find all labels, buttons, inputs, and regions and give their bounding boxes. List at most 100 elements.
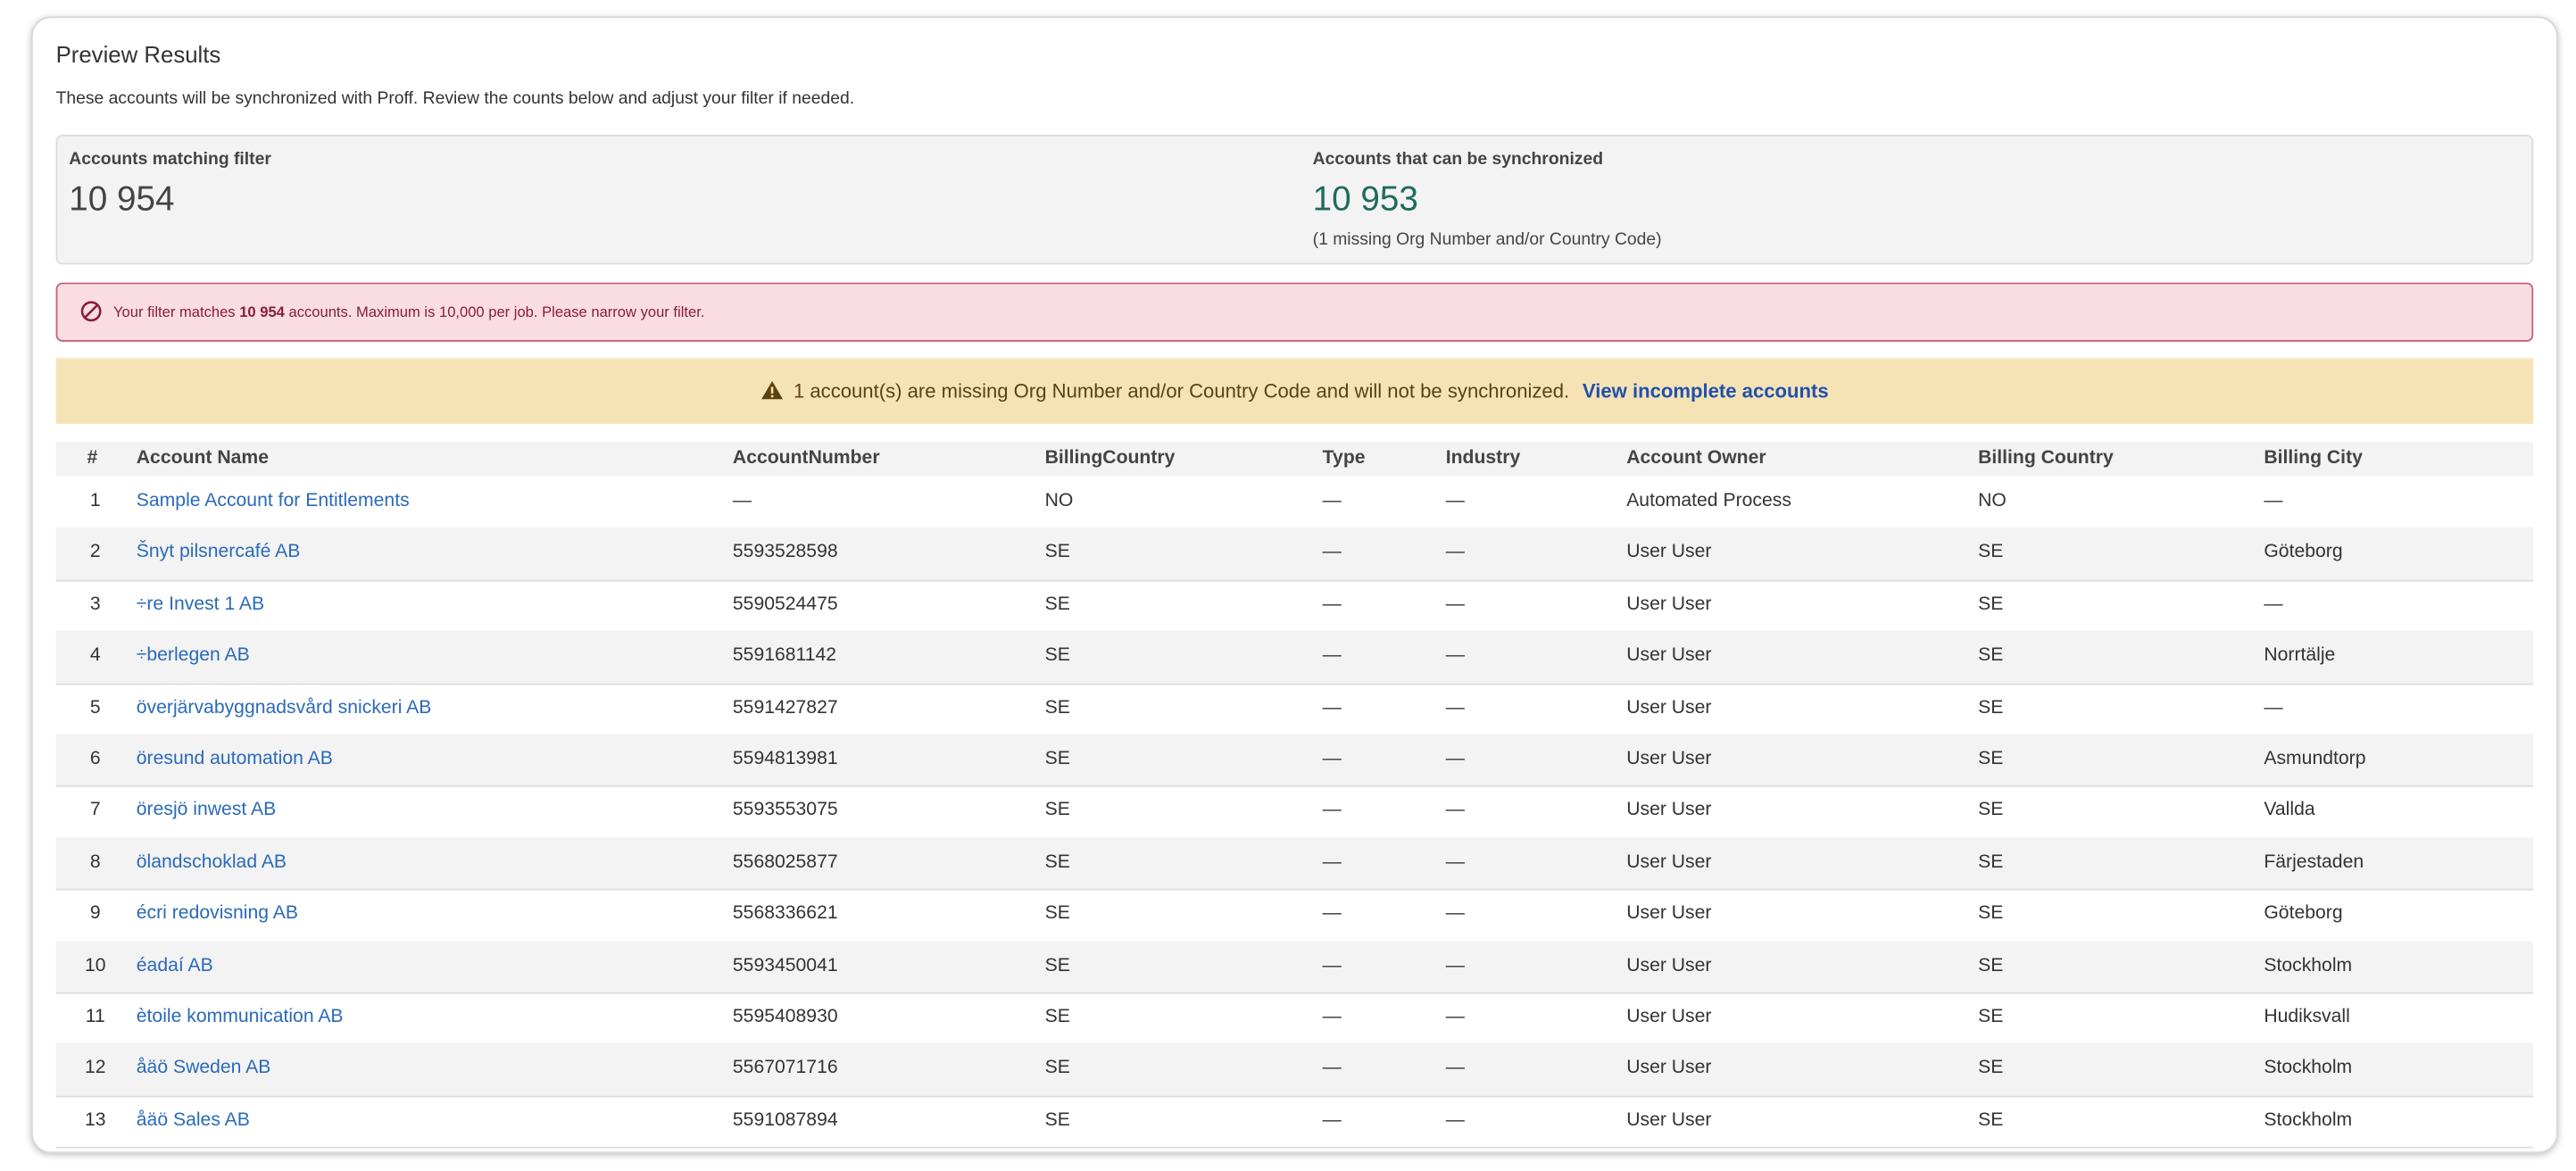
table-cell: User User: [1626, 543, 1712, 563]
table-row: 1 Sample Account for Entitlements — NO — — Aut…: [55, 477, 2534, 530]
table-row: 13 åäö Sales AB 5591087894 SE — — User User SE S…: [55, 1095, 2534, 1149]
table-cell: 5568025877: [732, 851, 838, 872]
table-cell: Färjestaden: [2264, 851, 2364, 872]
table-cell: —: [2264, 697, 2283, 718]
table-cell: SE: [1044, 1109, 1070, 1130]
table-cell: 5568336621: [732, 903, 838, 924]
table-cell: Göteborg: [2264, 543, 2343, 563]
error-text: Your filter matches 10 954 accounts. Max…: [113, 304, 704, 320]
table-cell: —: [1445, 801, 1465, 821]
table-cell: SE: [1044, 697, 1070, 718]
table-cell: 5: [89, 697, 101, 718]
stat-note: (1 missing Org Number and/or Country Cod…: [1312, 229, 1662, 250]
table-cell: Stockholm: [2264, 1109, 2353, 1130]
table-cell: User User: [1626, 594, 1712, 615]
account-link[interactable]: Šnyt pilsnercafé AB: [136, 543, 301, 563]
table-cell: 5590524475: [732, 594, 838, 615]
table-cell: 5593528598: [732, 543, 838, 563]
table-cell: —: [1322, 594, 1342, 615]
table-row: 11 ètoile kommunication AB 5595408930 SE — — U…: [55, 992, 2534, 1046]
table-cell: Automated Process: [1626, 491, 1791, 511]
account-link[interactable]: ÷re Invest 1 AB: [136, 594, 265, 615]
table-cell: Norrtälje: [2264, 645, 2336, 666]
table-cell: —: [1445, 749, 1465, 769]
warning-line: 1 account(s) are missing Org Number and/…: [56, 379, 2534, 403]
table-cell: Stockholm: [2264, 1059, 2353, 1079]
table-row: 12 åäö Sweden AB 5567071716 SE — — User User SE…: [55, 1043, 2534, 1098]
table-cell: —: [1322, 955, 1342, 976]
table-cell: —: [1322, 1059, 1342, 1079]
table-cell: SE: [1044, 749, 1070, 769]
table-cell: Vallda: [2264, 801, 2315, 821]
table-cell: 5593450041: [732, 955, 838, 976]
table-row: 10 éadaí AB 5593450041 SE — — User User SE Stock…: [55, 940, 2534, 994]
warning-link[interactable]: View incomplete accounts: [1582, 379, 1829, 403]
error-alert: Your filter matches 10 954 accounts. Max…: [55, 282, 2534, 342]
table-cell: SE: [1978, 1109, 2004, 1130]
table-cell: 2: [89, 543, 101, 563]
account-link[interactable]: öresund automation AB: [136, 749, 333, 769]
table-cell: SE: [1978, 955, 2004, 976]
warning-alert: 1 account(s) are missing Org Number and/…: [55, 358, 2534, 424]
table-cell: SE: [1044, 594, 1070, 615]
table-cell: SE: [1978, 801, 2004, 821]
error-count: 10 954: [239, 303, 285, 320]
table-cell: SE: [1044, 1059, 1070, 1079]
column-header: Account Owner: [1626, 448, 1766, 469]
error-prefix: Your filter matches: [113, 303, 236, 320]
table-cell: User User: [1626, 903, 1712, 924]
column-header: AccountNumber: [732, 448, 880, 469]
table-cell: —: [1322, 851, 1342, 872]
stat-value: 10 953: [1312, 180, 1418, 219]
account-link[interactable]: åäö Sales AB: [136, 1109, 250, 1130]
table-cell: —: [1445, 645, 1465, 666]
account-link[interactable]: écri redovisning AB: [136, 903, 298, 924]
account-link[interactable]: ètoile kommunication AB: [136, 1007, 344, 1027]
table-cell: 5594813981: [732, 749, 838, 769]
table-cell: 4: [89, 645, 101, 666]
table-header: # Account Name AccountNumber BillingCountry…: [55, 442, 2534, 477]
table-cell: User User: [1626, 801, 1712, 821]
table-cell: Stockholm: [2264, 955, 2353, 976]
table-cell: 9: [89, 903, 101, 924]
account-link[interactable]: överjärvabyggnadsvård snickeri AB: [136, 697, 432, 718]
table-cell: 5591681142: [732, 645, 837, 666]
table-cell: SE: [1044, 645, 1070, 666]
table-cell: 5591427827: [732, 697, 838, 718]
account-link[interactable]: éadaí AB: [136, 955, 213, 976]
table-cell: —: [1322, 697, 1342, 718]
table-cell: —: [1445, 543, 1465, 563]
table-cell: 13: [84, 1109, 106, 1130]
table-cell: —: [1445, 1007, 1465, 1027]
account-link[interactable]: öresjö inwest AB: [136, 801, 277, 821]
table-cell: —: [1445, 697, 1465, 718]
table-cell: —: [1322, 1109, 1342, 1130]
table-cell: 10: [84, 955, 106, 976]
table-cell: 6: [89, 749, 101, 769]
table-cell: SE: [1978, 749, 2004, 769]
table-cell: 5567071716: [732, 1059, 838, 1079]
table-cell: User User: [1626, 955, 1712, 976]
table-cell: SE: [1044, 955, 1070, 976]
table-cell: SE: [1978, 543, 2004, 563]
table-cell: —: [1445, 903, 1465, 924]
account-link[interactable]: ÷berlegen AB: [136, 645, 250, 666]
table-cell: SE: [1978, 594, 2004, 615]
table-cell: SE: [1044, 543, 1070, 563]
column-header: Billing Country: [1978, 448, 2114, 469]
table-cell: —: [732, 491, 752, 511]
column-header: Billing City: [2264, 448, 2363, 469]
account-link[interactable]: Sample Account for Entitlements: [136, 491, 410, 511]
warning-text: 1 account(s) are missing Org Number and/…: [793, 379, 1570, 403]
table-row: 4 ÷berlegen AB 5591681142 SE — — User User SE No…: [55, 631, 2534, 685]
account-link[interactable]: åäö Sweden AB: [136, 1059, 271, 1079]
table-cell: User User: [1626, 749, 1712, 769]
table-cell: —: [1322, 491, 1342, 511]
table-cell: SE: [1978, 903, 2004, 924]
account-link[interactable]: ölandschoklad AB: [136, 851, 287, 872]
table-cell: 7: [89, 801, 101, 821]
table-cell: SE: [1978, 851, 2004, 872]
stat-label: Accounts matching filter: [69, 149, 271, 170]
